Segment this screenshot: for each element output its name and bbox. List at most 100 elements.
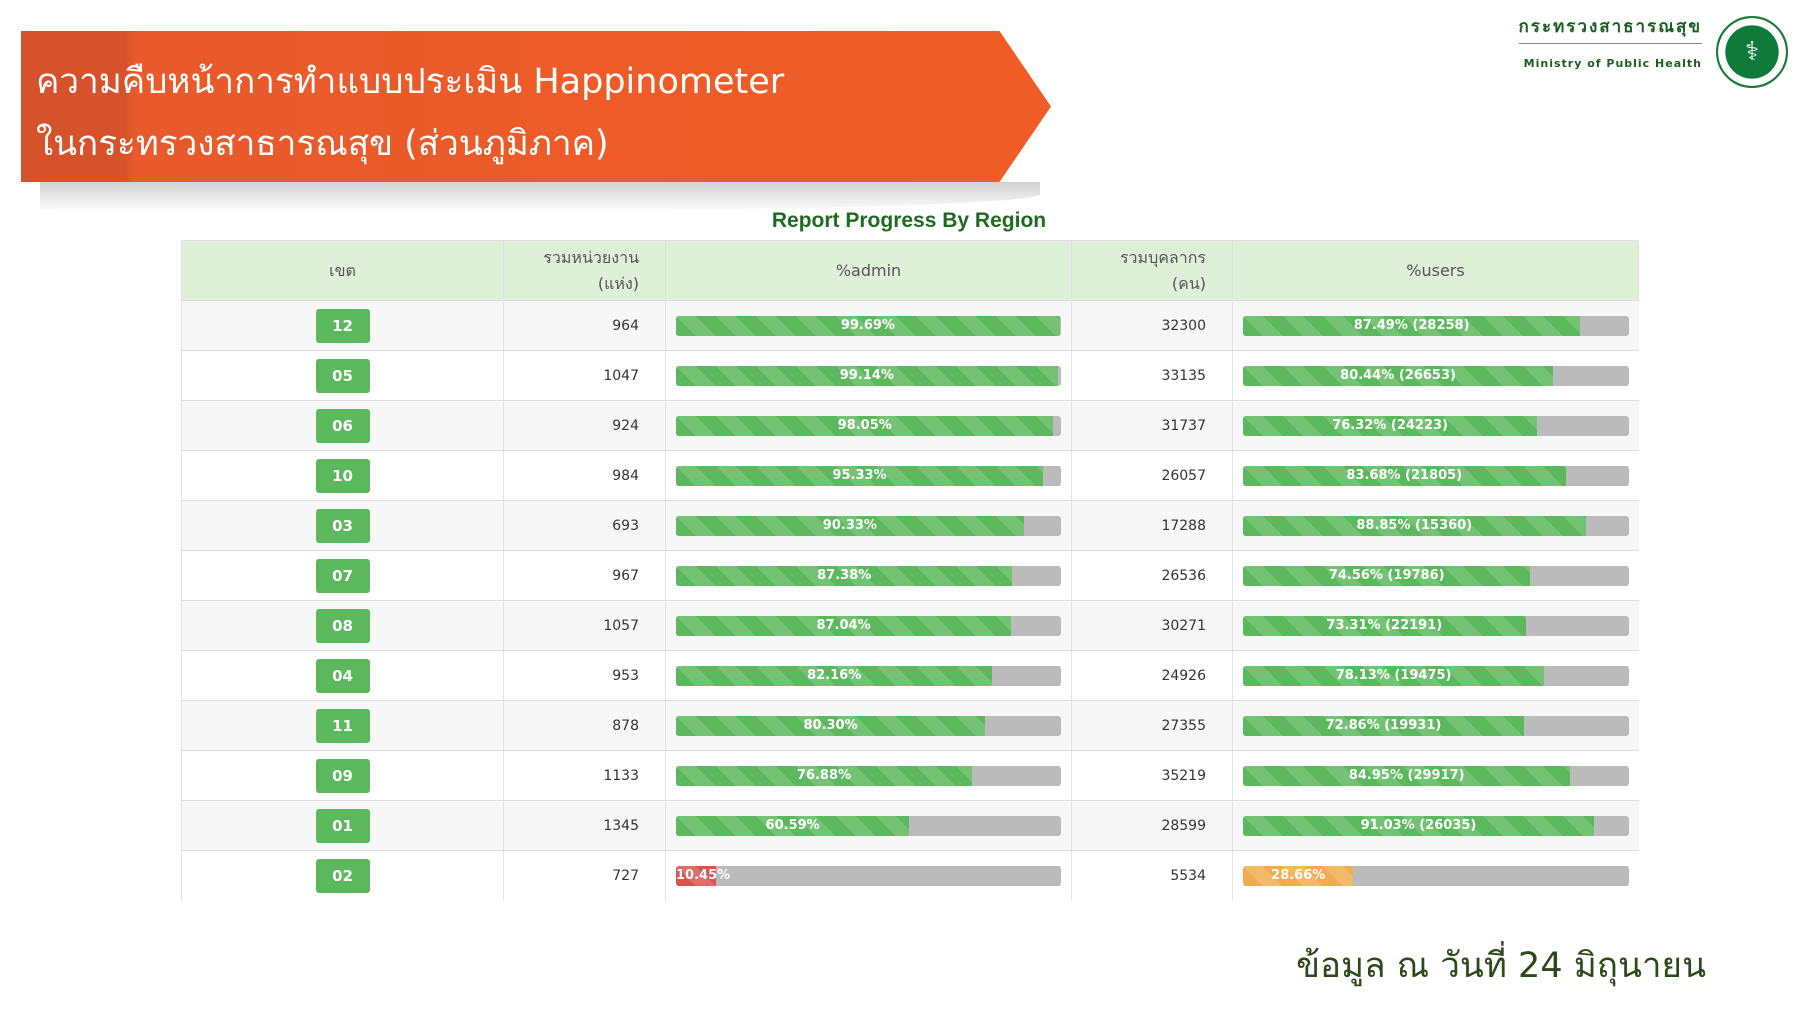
table-row: 04 953 82.16% 24926 78.13% (19475) <box>181 650 1639 701</box>
region-badge[interactable]: 03 <box>315 508 370 543</box>
staff-count: 30271 <box>1071 600 1233 651</box>
admin-progress-bar: 99.69% <box>676 315 1061 336</box>
region-badge[interactable]: 06 <box>315 408 370 443</box>
users-progress-label: 80.44% (26653) <box>1340 367 1456 383</box>
admin-progress-fill: 10.45% <box>676 865 731 886</box>
ministry-seal-icon: ⚕ <box>1716 16 1788 88</box>
units-count: 1133 <box>503 750 666 801</box>
admin-progress-bar: 90.33% <box>676 515 1061 536</box>
users-progress-fill: 28.66% <box>1243 865 1354 886</box>
users-progress-label: 88.85% (15360) <box>1356 517 1473 533</box>
users-progress-bar: 72.86% (19931) <box>1243 715 1629 736</box>
units-count: 953 <box>503 650 666 701</box>
staff-count: 24926 <box>1071 650 1233 701</box>
admin-progress-fill: 60.59% <box>676 815 910 836</box>
title-banner <box>21 31 1051 182</box>
admin-progress-label: 76.88% <box>796 767 852 783</box>
region-badge[interactable]: 04 <box>315 658 370 693</box>
staff-count: 27355 <box>1071 700 1233 751</box>
units-count: 984 <box>503 450 666 501</box>
region-badge[interactable]: 02 <box>315 858 370 893</box>
admin-progress-fill: 99.14% <box>676 365 1058 386</box>
region-badge[interactable]: 10 <box>315 458 370 493</box>
users-progress-bar: 80.44% (26653) <box>1243 365 1629 386</box>
users-progress-label: 87.49% (28258) <box>1353 317 1470 333</box>
users-progress-fill: 88.85% (15360) <box>1243 515 1586 536</box>
admin-progress-label: 99.14% <box>839 367 894 383</box>
table-row: 02 727 10.45% 5534 28.66% <box>181 850 1639 901</box>
data-date-note: ข้อมูล ณ วันที่ 24 มิถุนายน <box>1296 946 1706 986</box>
region-badge[interactable]: 08 <box>315 608 370 643</box>
admin-progress-bar: 95.33% <box>676 465 1061 486</box>
units-count: 1057 <box>503 600 666 651</box>
region-badge[interactable]: 01 <box>315 808 370 843</box>
page-title-line2: ในกระทรวงสาธารณสุข (ส่วนภูมิภาค) <box>36 124 609 164</box>
admin-progress-bar: 10.45% <box>676 865 1061 886</box>
admin-progress-fill: 76.88% <box>676 765 972 786</box>
users-progress-bar: 78.13% (19475) <box>1243 665 1629 686</box>
users-progress-fill: 84.95% (29917) <box>1243 765 1571 786</box>
region-badge[interactable]: 12 <box>315 308 370 343</box>
units-count: 1345 <box>503 800 666 851</box>
staff-count: 33135 <box>1071 350 1233 401</box>
region-badge[interactable]: 07 <box>315 558 370 593</box>
table-row: 11 878 80.30% 27355 72.86% (19931) <box>181 700 1639 751</box>
progress-table: เขต รวมหน่วยงาน (แห่ง) %admin รวมบุคลากร (ค… <box>181 240 1639 901</box>
admin-progress-label: 87.04% <box>816 617 871 633</box>
table-row: 01 1345 60.59% 28599 91.03% (26035) <box>181 800 1639 851</box>
table-row: 09 1133 76.88% 35219 84.95% (29917) <box>181 750 1639 801</box>
users-progress-bar: 84.95% (29917) <box>1243 765 1629 786</box>
admin-progress-label: 95.33% <box>832 467 887 483</box>
users-progress-fill: 76.32% (24223) <box>1243 415 1538 436</box>
admin-progress-bar: 98.05% <box>676 415 1061 436</box>
units-count: 727 <box>503 850 666 901</box>
admin-progress-fill: 99.69% <box>676 315 1060 336</box>
admin-progress-fill: 98.05% <box>676 415 1054 436</box>
logo-thai-text: กระทรวงสาธารณสุข <box>1518 14 1702 44</box>
staff-count: 35219 <box>1071 750 1233 801</box>
table-row: 08 1057 87.04% 30271 73.31% (22191) <box>181 600 1639 651</box>
table-row: 07 967 87.38% 26536 74.56% (19786) <box>181 550 1639 601</box>
users-progress-bar: 74.56% (19786) <box>1243 565 1629 586</box>
admin-progress-fill: 82.16% <box>676 665 993 686</box>
column-header: %users <box>1232 240 1639 301</box>
admin-progress-bar: 99.14% <box>676 365 1061 386</box>
users-progress-fill: 73.31% (22191) <box>1243 615 1526 636</box>
users-progress-label: 74.56% (19786) <box>1328 567 1445 583</box>
staff-count: 26536 <box>1071 550 1233 601</box>
admin-progress-fill: 87.38% <box>676 565 1013 586</box>
admin-progress-label: 87.38% <box>817 567 872 583</box>
units-count: 693 <box>503 500 666 551</box>
users-progress-fill: 80.44% (26653) <box>1243 365 1554 386</box>
staff-count: 5534 <box>1071 850 1233 901</box>
admin-progress-label: 60.59% <box>765 817 820 833</box>
table-row: 03 693 90.33% 17288 88.85% (15360) <box>181 500 1639 551</box>
users-progress-bar: 73.31% (22191) <box>1243 615 1629 636</box>
admin-progress-bar: 60.59% <box>676 815 1061 836</box>
staff-count: 32300 <box>1071 300 1233 351</box>
table-row: 12 964 99.69% 32300 87.49% (28258) <box>181 300 1639 351</box>
staff-count: 17288 <box>1071 500 1233 551</box>
ministry-logo: กระทรวงสาธารณสุข Ministry of Public Heal… <box>1500 12 1790 92</box>
report-title: Report Progress By Region <box>771 209 1047 232</box>
users-progress-bar: 91.03% (26035) <box>1243 815 1629 836</box>
region-badge[interactable]: 11 <box>315 708 370 743</box>
users-progress-label: 76.32% (24223) <box>1332 417 1448 433</box>
admin-progress-label: 80.30% <box>803 717 858 733</box>
users-progress-label: 83.68% (21805) <box>1346 467 1463 483</box>
admin-progress-label: 90.33% <box>822 517 877 533</box>
users-progress-bar: 87.49% (28258) <box>1243 315 1629 336</box>
column-header: รวมบุคลากร (คน) <box>1071 240 1233 301</box>
users-progress-label: 91.03% (26035) <box>1360 817 1477 833</box>
users-progress-bar: 83.68% (21805) <box>1243 465 1629 486</box>
users-progress-fill: 74.56% (19786) <box>1243 565 1531 586</box>
admin-progress-label: 10.45% <box>676 867 731 883</box>
region-badge[interactable]: 09 <box>315 758 370 793</box>
units-count: 1047 <box>503 350 666 401</box>
logo-english-text: Ministry of Public Health <box>1523 57 1702 70</box>
users-progress-label: 84.95% (29917) <box>1348 767 1465 783</box>
region-badge[interactable]: 05 <box>315 358 370 393</box>
table-row: 05 1047 99.14% 33135 80.44% (26653) <box>181 350 1639 401</box>
staff-count: 26057 <box>1071 450 1233 501</box>
units-count: 878 <box>503 700 666 751</box>
